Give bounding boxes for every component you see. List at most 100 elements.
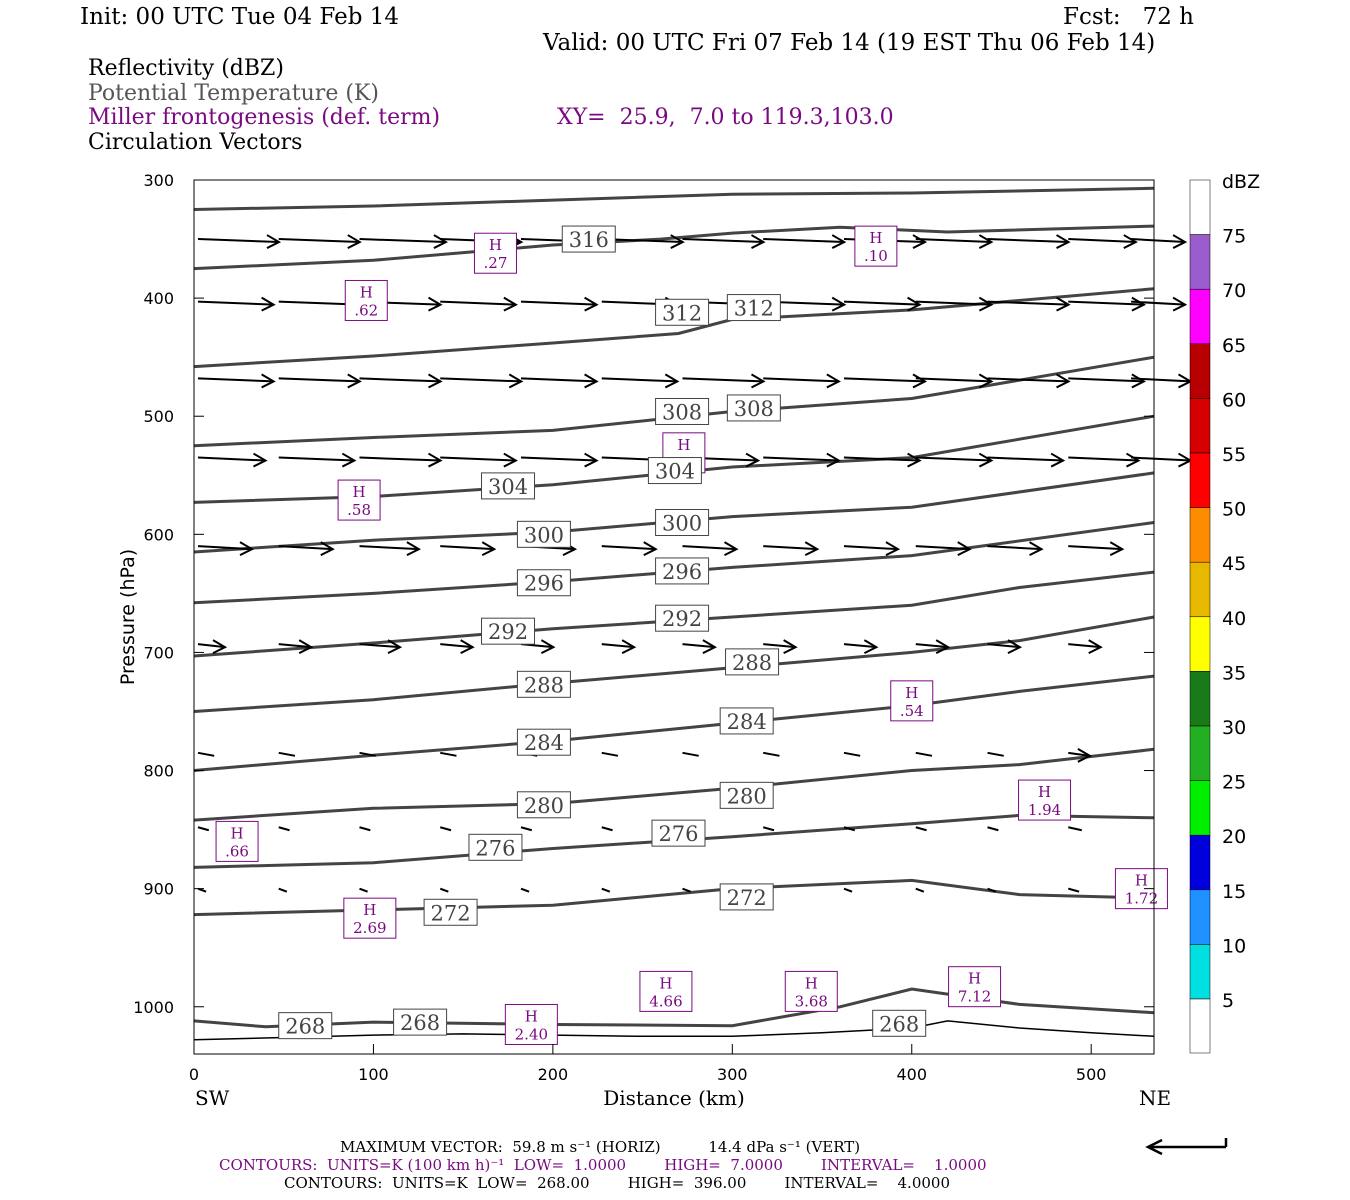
vector-shaft xyxy=(278,826,290,832)
theta-label-box xyxy=(872,1009,927,1037)
frontogenesis-value: 1.94 xyxy=(1028,801,1061,819)
max-vector-note: MAXIMUM VECTOR: 59.8 m s⁻¹ (HORIZ) 14.4 … xyxy=(340,1138,861,1156)
vector-shaft xyxy=(915,300,992,306)
circulation-vector xyxy=(915,826,927,832)
vector-shaft xyxy=(1068,751,1091,757)
circulation-vector xyxy=(601,541,658,557)
vector-shaft xyxy=(440,643,473,649)
theta-label-272: 272 xyxy=(719,883,774,911)
xy-endpoints: XY= 25.9, 7.0 to 119.3,103.0 xyxy=(557,105,894,130)
circulation-vector xyxy=(440,373,524,389)
circulation-vector xyxy=(1068,296,1146,312)
vector-head xyxy=(1007,639,1023,655)
theta-label-box xyxy=(725,648,780,676)
vector-head xyxy=(540,639,556,655)
colorbar-label: 15 xyxy=(1222,881,1246,903)
vector-head xyxy=(427,452,443,468)
frontogenesis-box xyxy=(337,479,381,521)
theta-label-box xyxy=(516,520,571,548)
vector-head xyxy=(1131,296,1146,312)
y-tick-label: 900 xyxy=(143,880,174,899)
theta-label-text: 296 xyxy=(524,572,564,596)
circulation-vector xyxy=(359,541,421,557)
frontogenesis-value: .62 xyxy=(354,301,378,319)
circulation-vector xyxy=(601,373,680,389)
colorbar-segment xyxy=(1189,507,1211,563)
colorbar-unit: dBZ xyxy=(1222,171,1260,193)
circulation-vector xyxy=(197,751,215,757)
vector-head xyxy=(621,639,637,655)
circulation-vector xyxy=(359,887,368,893)
init-time: Init: 00 UTC Tue 04 Feb 14 xyxy=(80,4,400,30)
theta-label-text: 276 xyxy=(475,836,515,860)
circulation-vector xyxy=(359,373,443,389)
theta-contour-308 xyxy=(193,355,1155,448)
theta-label-276: 276 xyxy=(651,819,706,847)
frontogenesis-h: H xyxy=(677,436,690,454)
theta-label-box xyxy=(516,670,571,698)
vector-shaft xyxy=(682,887,691,893)
colorbar-label: 20 xyxy=(1222,826,1246,848)
circulation-vector xyxy=(843,887,853,893)
circulation-vector xyxy=(682,541,739,557)
theta-label-text: 288 xyxy=(732,651,772,675)
circulation-vector xyxy=(359,639,403,655)
vector-head xyxy=(503,452,518,468)
vector-shaft xyxy=(763,545,818,551)
vector-shaft xyxy=(359,238,446,244)
theta-label-292: 292 xyxy=(481,617,536,645)
theta-label-box xyxy=(481,472,536,500)
vector-shaft xyxy=(915,456,992,462)
theta-contour-272 xyxy=(193,878,1155,917)
circulation-vector xyxy=(440,751,457,757)
theta-label-box xyxy=(726,294,781,322)
vector-head xyxy=(584,452,599,468)
theta-label-316: 316 xyxy=(561,225,616,253)
vector-head xyxy=(347,234,362,249)
circulation-vector xyxy=(1068,639,1103,655)
vector-shaft xyxy=(682,545,737,551)
frontogenesis-box xyxy=(344,279,388,321)
circulation-vector xyxy=(601,826,613,832)
theta-label-292: 292 xyxy=(655,604,710,632)
circulation-vector xyxy=(1068,373,1146,389)
circulation-vector xyxy=(915,296,994,312)
colorbar-label: 75 xyxy=(1222,226,1246,248)
theta-label-box xyxy=(423,898,478,926)
vector-head xyxy=(266,234,282,249)
theta-label-272: 272 xyxy=(423,898,478,926)
theta-label-text: 280 xyxy=(524,794,564,818)
vector-head xyxy=(584,296,599,312)
vector-head xyxy=(1125,452,1141,468)
frontogenesis-box xyxy=(784,970,838,1012)
vector-head xyxy=(1131,373,1146,389)
vector-shaft xyxy=(915,826,927,832)
vector-shaft xyxy=(439,887,449,893)
frontogenesis-box xyxy=(1018,779,1072,821)
vector-shaft xyxy=(682,238,764,244)
colorbar-label: 5 xyxy=(1222,990,1234,1012)
vector-shaft xyxy=(359,545,419,551)
frontogenesis-h: H xyxy=(659,974,672,992)
vector-shaft xyxy=(1068,545,1123,551)
y-tick-label: 500 xyxy=(143,407,174,426)
vector-shaft xyxy=(763,377,839,383)
theta-contour-312 xyxy=(193,287,1155,369)
vector-shaft xyxy=(762,826,775,832)
vector-shaft xyxy=(278,545,333,551)
vector-shaft xyxy=(359,456,441,462)
colorbar-segment xyxy=(1189,561,1211,618)
theta-label-text: 296 xyxy=(662,560,702,584)
field-circulation-vectors: Circulation Vectors xyxy=(88,130,303,155)
circulation-vector xyxy=(440,639,475,655)
theta-contour-316 xyxy=(193,186,1155,211)
y-tick-label: 300 xyxy=(143,171,174,190)
vector-head xyxy=(907,452,922,468)
frontogenesis-value: 2.69 xyxy=(353,919,386,937)
vector-shaft xyxy=(278,456,355,462)
colorbar-segment xyxy=(1189,234,1211,290)
vector-shaft xyxy=(601,826,613,832)
theta-label-text: 300 xyxy=(662,512,702,536)
vector-head xyxy=(1050,452,1066,468)
vector-shaft xyxy=(915,887,925,893)
